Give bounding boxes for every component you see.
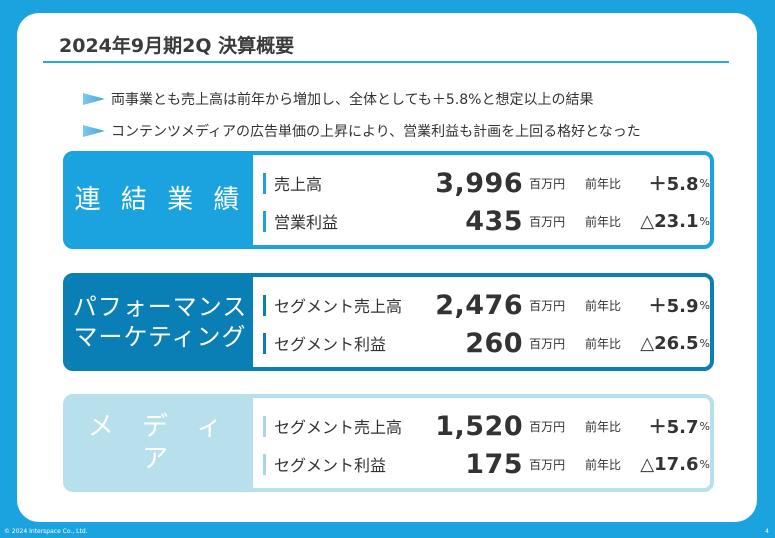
- triangle-bullet-icon: [83, 93, 105, 105]
- metric-value: 2,476: [435, 289, 524, 321]
- metric-label: セグメント売上高: [273, 418, 402, 437]
- metric-row: セグメント利益 175 百万円 前年比 △17.6 %: [263, 448, 710, 480]
- yoy-change: ＋5.8: [648, 174, 699, 195]
- bullet-item: 両事業とも売上高は前年から増加し、全体としても＋5.8%と想定以上の結果: [83, 89, 593, 109]
- bullet-text: 両事業とも売上高は前年から増加し、全体としても＋5.8%と想定以上の結果: [111, 92, 594, 108]
- category-label: メ デ ィ ア: [67, 398, 253, 488]
- metric-value: 260: [465, 327, 524, 359]
- metric-label: 営業利益: [273, 213, 338, 232]
- copyright-footer: © 2024 Interspace Co., Ltd.: [4, 528, 88, 535]
- bullet-text: コンテンツメディアの広告単価の上昇により、営業利益も計画を上回る格好となった: [111, 124, 641, 140]
- card-body: セグメント売上高 2,476 百万円 前年比 ＋5.9 % セグメント利益 26…: [253, 277, 710, 367]
- metric-row: セグメント売上高 1,520 百万円 前年比 ＋5.7 %: [263, 410, 710, 442]
- metric-value: 175: [465, 448, 524, 480]
- metric-value: 1,520: [435, 410, 524, 442]
- yoy-label: 前年比: [584, 336, 621, 351]
- yoy-label: 前年比: [584, 419, 621, 434]
- slide: 2024年9月期2Q 決算概要 両事業とも売上高は前年から増加し、全体としても＋…: [17, 13, 757, 522]
- card-performance-marketing: パフォーマンス マーケティング セグメント売上高 2,476 百万円 前年比 ＋…: [63, 273, 714, 371]
- metric-label: セグメント売上高: [273, 297, 402, 316]
- metric-row: 営業利益 435 百万円 前年比 △23.1 %: [263, 205, 710, 237]
- row-marker: [263, 332, 266, 354]
- metric-unit: 百万円: [529, 176, 566, 191]
- percent-sign: %: [699, 176, 710, 190]
- metric-row: セグメント利益 260 百万円 前年比 △26.5 %: [263, 327, 710, 359]
- card-consolidated: 連 結 業 績 売上高 3,996 百万円 前年比 ＋5.8 % 営業利益 43…: [63, 151, 714, 249]
- percent-sign: %: [699, 457, 710, 471]
- yoy-change: ＋5.9: [648, 296, 699, 317]
- yoy-change: ＋5.7: [648, 417, 699, 438]
- page-number: 4: [765, 528, 769, 535]
- metric-label: 売上高: [273, 175, 322, 194]
- percent-sign: %: [699, 419, 710, 433]
- yoy-label: 前年比: [584, 214, 621, 229]
- metric-row: 売上高 3,996 百万円 前年比 ＋5.8 %: [263, 167, 710, 199]
- metric-unit: 百万円: [529, 336, 566, 351]
- yoy-label: 前年比: [584, 457, 621, 472]
- category-line: マーケティング: [73, 323, 247, 351]
- category-label: パフォーマンス マーケティング: [67, 277, 253, 367]
- metric-unit: 百万円: [529, 298, 566, 313]
- bullet-item: コンテンツメディアの広告単価の上昇により、営業利益も計画を上回る格好となった: [83, 121, 641, 141]
- title-divider: [43, 61, 729, 63]
- metric-unit: 百万円: [529, 419, 566, 434]
- metric-label: セグメント利益: [273, 456, 386, 475]
- metric-row: セグメント売上高 2,476 百万円 前年比 ＋5.9 %: [263, 289, 710, 321]
- metric-label: セグメント利益: [273, 335, 386, 354]
- card-body: 売上高 3,996 百万円 前年比 ＋5.8 % 営業利益 435 百万円 前年…: [253, 155, 710, 245]
- card-body: セグメント売上高 1,520 百万円 前年比 ＋5.7 % セグメント利益 17…: [253, 398, 710, 488]
- row-marker: [263, 172, 266, 194]
- row-marker: [263, 294, 266, 316]
- category-line: パフォーマンス: [72, 293, 248, 321]
- metric-unit: 百万円: [529, 457, 566, 472]
- row-marker: [263, 415, 266, 437]
- metric-value: 3,996: [435, 167, 524, 199]
- yoy-change: △26.5: [640, 332, 699, 354]
- metric-unit: 百万円: [529, 214, 566, 229]
- yoy-label: 前年比: [584, 176, 621, 191]
- metric-value: 435: [465, 205, 524, 237]
- percent-sign: %: [699, 336, 710, 350]
- row-marker: [263, 453, 266, 475]
- category-label: 連 結 業 績: [67, 155, 253, 245]
- yoy-change: △17.6: [640, 453, 699, 475]
- triangle-bullet-icon: [83, 125, 105, 137]
- percent-sign: %: [699, 214, 710, 228]
- card-media: メ デ ィ ア セグメント売上高 1,520 百万円 前年比 ＋5.7 % セグ…: [63, 394, 714, 492]
- page-title: 2024年9月期2Q 決算概要: [59, 35, 295, 57]
- yoy-change: △23.1: [640, 210, 699, 232]
- row-marker: [263, 210, 266, 232]
- percent-sign: %: [699, 298, 710, 312]
- yoy-label: 前年比: [584, 298, 621, 313]
